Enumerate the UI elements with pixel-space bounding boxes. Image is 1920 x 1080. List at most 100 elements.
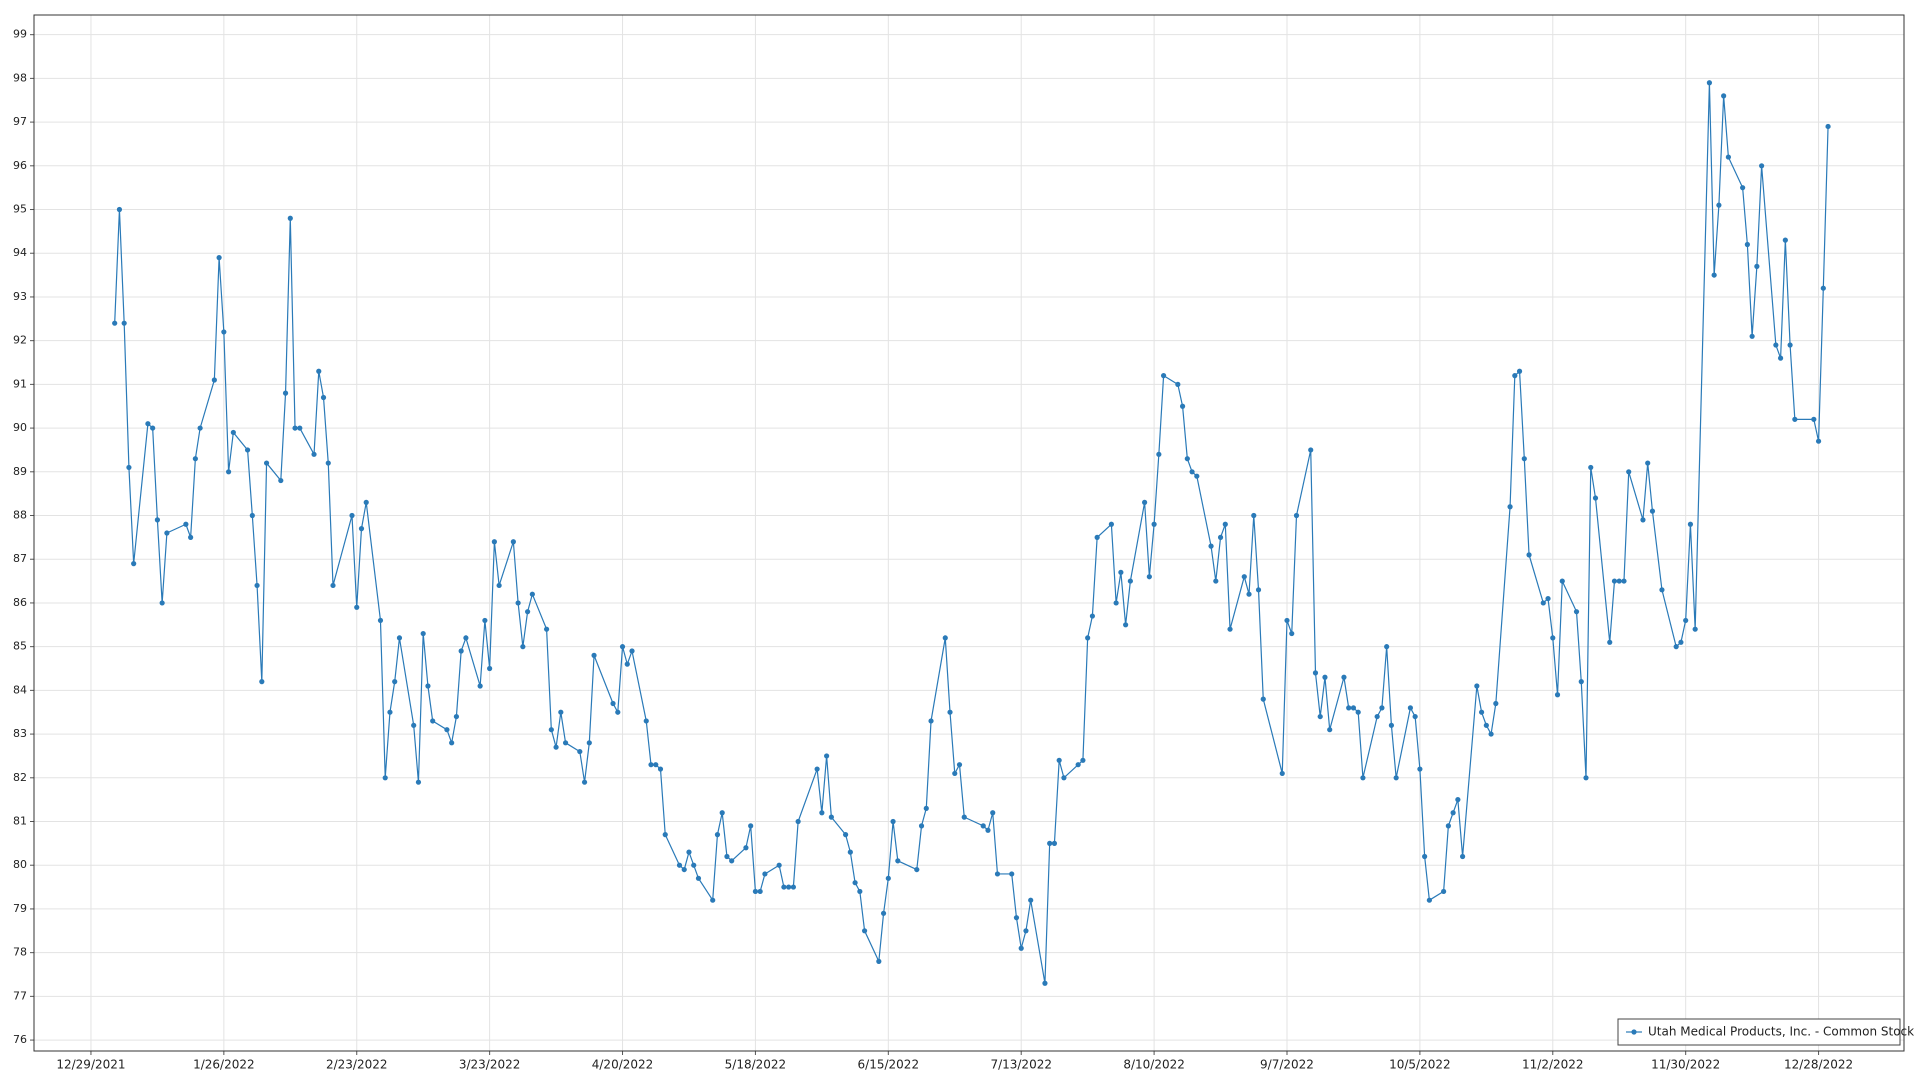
data-point	[1749, 333, 1755, 339]
data-point	[392, 679, 398, 685]
data-point	[1550, 635, 1556, 641]
data-point	[648, 762, 654, 768]
data-point	[1455, 797, 1461, 803]
data-point	[1450, 810, 1456, 816]
data-point	[814, 766, 820, 772]
data-point	[1811, 416, 1817, 422]
data-point	[116, 206, 123, 213]
legend: Utah Medical Products, Inc. - Common Sto…	[1617, 1018, 1914, 1046]
data-point	[320, 394, 327, 401]
data-point	[1312, 670, 1319, 676]
data-point	[952, 770, 958, 777]
data-point	[994, 871, 1001, 877]
y-tick-label: 88	[13, 509, 27, 522]
data-point	[714, 832, 721, 838]
data-point	[828, 814, 834, 820]
data-point	[847, 849, 853, 855]
data-point	[1711, 272, 1717, 278]
data-point	[1393, 775, 1399, 781]
data-point	[1441, 888, 1447, 895]
data-point	[757, 888, 763, 895]
data-point	[1687, 521, 1694, 527]
data-point	[211, 377, 217, 383]
data-point	[354, 604, 360, 610]
data-point	[487, 665, 493, 672]
data-point	[1507, 504, 1513, 510]
y-tick-label: 87	[13, 552, 27, 565]
data-point	[947, 709, 953, 715]
data-point	[1588, 464, 1594, 471]
data-point	[1255, 587, 1262, 593]
data-point	[1142, 499, 1148, 506]
data-point	[923, 805, 929, 811]
data-point	[216, 255, 222, 261]
data-point	[1075, 762, 1081, 768]
x-tick-label: 9/7/2022	[1260, 1058, 1314, 1072]
data-point	[358, 526, 365, 532]
data-point	[1279, 770, 1285, 777]
data-point	[112, 320, 118, 326]
x-tick-label: 3/23/2022	[459, 1058, 521, 1072]
data-point	[1787, 342, 1793, 348]
data-point	[230, 429, 236, 436]
data-point	[586, 740, 592, 746]
data-point	[1308, 447, 1314, 453]
data-point	[880, 910, 887, 916]
data-point	[895, 858, 901, 864]
data-point	[188, 534, 194, 540]
data-point	[1146, 574, 1152, 580]
data-point	[819, 810, 825, 816]
data-point	[411, 722, 417, 728]
data-point	[1759, 163, 1765, 169]
x-tick-label: 12/28/2022	[1784, 1058, 1853, 1072]
data-point	[624, 661, 630, 667]
data-point	[1127, 578, 1133, 584]
data-point	[743, 845, 749, 851]
y-tick-label: 81	[13, 815, 27, 828]
data-point	[591, 652, 597, 658]
data-point	[415, 779, 422, 785]
data-point	[449, 740, 455, 746]
y-tick-label: 86	[13, 596, 27, 609]
data-point	[1721, 93, 1727, 99]
data-point	[762, 871, 768, 877]
x-tick-label: 1/26/2022	[193, 1058, 255, 1072]
x-tick-label: 11/30/2022	[1651, 1058, 1720, 1072]
data-point	[1175, 381, 1181, 387]
data-point	[790, 884, 796, 890]
data-point	[861, 928, 868, 934]
data-point	[1118, 569, 1124, 575]
data-point	[1725, 154, 1731, 160]
data-point	[1184, 456, 1190, 462]
data-point	[1493, 700, 1499, 707]
data-point	[363, 499, 369, 506]
data-point	[1554, 692, 1561, 698]
data-point	[382, 775, 388, 781]
data-point	[1156, 451, 1162, 457]
data-point	[1678, 639, 1684, 645]
x-tick-label: 6/15/2022	[858, 1058, 920, 1072]
data-point	[1085, 635, 1091, 641]
data-point	[1607, 639, 1613, 645]
data-point	[154, 517, 161, 523]
data-point	[1815, 438, 1822, 444]
data-point	[1611, 578, 1618, 584]
data-point	[1621, 578, 1627, 584]
data-point	[510, 539, 516, 545]
data-point	[349, 512, 355, 519]
y-tick-label: 91	[13, 377, 27, 390]
data-point	[491, 539, 497, 545]
y-tick-label: 78	[13, 946, 27, 959]
data-point	[980, 823, 986, 829]
data-point	[724, 853, 730, 860]
data-point	[1018, 945, 1024, 951]
y-tick-label: 99	[13, 28, 27, 41]
data-point	[1825, 123, 1831, 130]
data-point	[1327, 727, 1333, 733]
data-point	[263, 460, 270, 466]
data-point	[852, 880, 858, 886]
data-point	[297, 425, 303, 431]
data-point	[316, 368, 322, 374]
data-point	[1151, 521, 1157, 527]
